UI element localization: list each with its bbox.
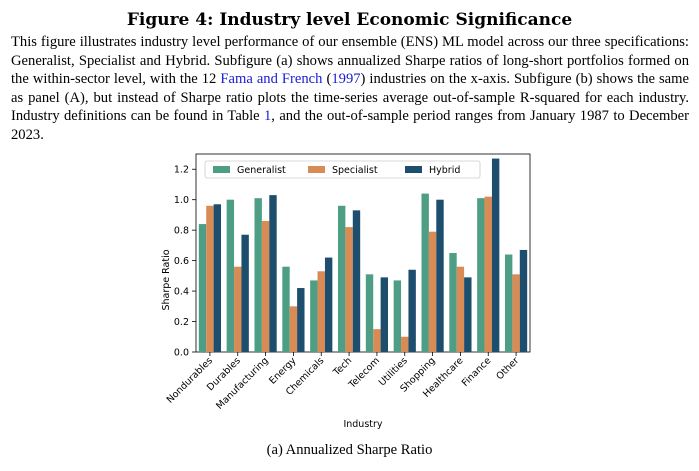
y-tick-label: 0.2 bbox=[174, 317, 189, 328]
x-tick-label: Manufacturing bbox=[214, 355, 270, 411]
x-tick-label: Nondurables bbox=[165, 355, 215, 405]
bar-generalist-chemicals bbox=[310, 280, 318, 352]
legend-swatch-generalist bbox=[213, 166, 230, 173]
x-tick-label: Other bbox=[494, 355, 521, 382]
caption-text-4: , and the out-of-sample period ranges fr… bbox=[11, 108, 689, 143]
bar-generalist-nondurables bbox=[198, 224, 207, 352]
bar-hybrid-energy bbox=[297, 288, 305, 352]
caption-text-1: This figure illustrates industry level p… bbox=[11, 34, 689, 87]
y-axis-label: Sharpe Ratio bbox=[161, 249, 172, 310]
y-tick-label: 1.0 bbox=[174, 195, 189, 206]
bar-hybrid-utilities bbox=[408, 269, 416, 352]
bar-generalist-tech bbox=[337, 205, 346, 352]
bar-generalist-durables bbox=[226, 199, 235, 352]
bar-hybrid-chemicals bbox=[324, 257, 333, 352]
y-tick-label: 0.6 bbox=[174, 256, 189, 267]
bar-specialist-utilities bbox=[401, 336, 409, 352]
bar-hybrid-shopping bbox=[436, 199, 444, 352]
bar-hybrid-manufacturing bbox=[269, 195, 277, 352]
bar-generalist-healthcare bbox=[449, 253, 457, 352]
bar-generalist-other bbox=[504, 254, 513, 352]
figure-caption: This figure illustrates industry level p… bbox=[11, 33, 689, 144]
y-tick-label: 0.4 bbox=[174, 286, 189, 297]
x-tick-label: Tech bbox=[331, 355, 355, 379]
legend-swatch-hybrid bbox=[405, 166, 422, 173]
chart-container: 0.0 0.2 0.4 0.6 0.8 1.0 1.2 Nondurables Durables… bbox=[150, 150, 540, 440]
bar-hybrid-telecom bbox=[380, 277, 389, 352]
y-tick-label: 0.0 bbox=[174, 347, 189, 358]
caption-text-3: ) industries on the x-axis. Subfigure (b… bbox=[11, 71, 689, 124]
bar-specialist-other bbox=[512, 274, 520, 352]
y-tick-label: 1.2 bbox=[174, 165, 189, 176]
subfigure-caption: (a) Annualized Sharpe Ratio bbox=[266, 442, 433, 458]
bar-generalist-finance bbox=[477, 198, 485, 352]
table-ref-link[interactable]: 1 bbox=[264, 108, 272, 124]
citation-link-year[interactable]: 1997 bbox=[331, 71, 361, 87]
legend-label-specialist: Specialist bbox=[332, 165, 378, 176]
chart-bars bbox=[198, 158, 528, 352]
bar-specialist-shopping bbox=[428, 231, 437, 352]
bar-specialist-energy bbox=[289, 306, 298, 352]
caption-text-2: ( bbox=[322, 71, 332, 87]
bar-specialist-chemicals bbox=[317, 271, 325, 352]
legend-label-generalist: Generalist bbox=[237, 165, 286, 176]
bar-hybrid-healthcare bbox=[464, 277, 472, 352]
bar-specialist-tech bbox=[345, 227, 353, 352]
bar-generalist-utilities bbox=[393, 280, 402, 352]
sharpe-ratio-bar-chart: 0.00.20.40.60.81.01.2NondurablesDurables… bbox=[161, 153, 531, 430]
bar-generalist-telecom bbox=[365, 274, 374, 352]
citation-link-fama-french[interactable]: Fama and French bbox=[220, 71, 323, 87]
bar-specialist-telecom bbox=[373, 329, 381, 352]
bar-hybrid-durables bbox=[241, 234, 249, 352]
bar-specialist-finance bbox=[484, 196, 492, 352]
legend-box bbox=[204, 160, 481, 179]
bar-specialist-nondurables bbox=[206, 205, 214, 352]
figure-title: Figure 4: Industry level Economic Signif… bbox=[126, 10, 573, 30]
bar-hybrid-tech bbox=[352, 210, 361, 352]
bar-hybrid-finance bbox=[491, 158, 500, 352]
bar-specialist-healthcare bbox=[456, 266, 465, 352]
bar-generalist-manufacturing bbox=[254, 198, 262, 352]
bar-generalist-shopping bbox=[421, 193, 429, 352]
bar-specialist-manufacturing bbox=[261, 221, 270, 352]
legend-label-hybrid: Hybrid bbox=[429, 165, 460, 176]
chart-legend: Generalist Specialist Hybrid bbox=[204, 160, 481, 179]
x-tick-label: Finance bbox=[460, 355, 494, 389]
x-axis-label: Industry bbox=[343, 419, 382, 430]
bar-generalist-energy bbox=[282, 266, 290, 352]
plot-frame bbox=[195, 153, 531, 353]
legend-swatch-specialist bbox=[308, 166, 325, 173]
bar-hybrid-other bbox=[519, 249, 528, 352]
bar-specialist-durables bbox=[234, 266, 242, 352]
bar-hybrid-nondurables bbox=[213, 204, 222, 352]
y-tick-label: 0.8 bbox=[174, 225, 189, 236]
